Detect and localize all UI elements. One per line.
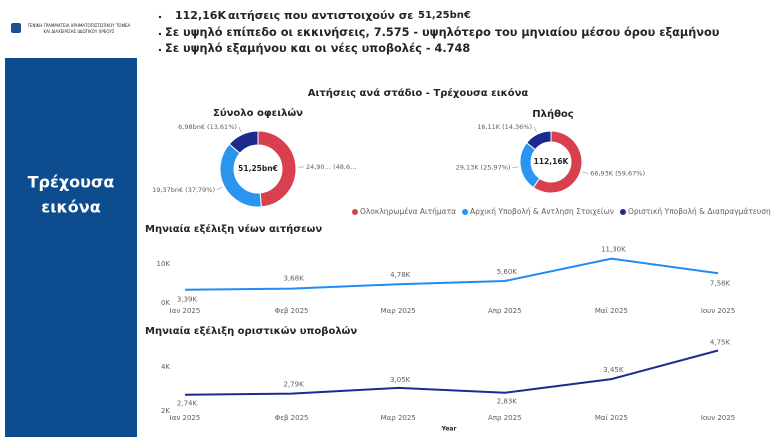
data-label: 16,11K (14,36%) xyxy=(477,123,532,131)
section-title: Αιτήσεις ανά στάδιο - Τρέχουσα εικόνα xyxy=(308,87,529,99)
x-tick-label: Απρ 2025 xyxy=(488,307,522,315)
data-label: 3,05K xyxy=(390,376,411,384)
line xyxy=(184,349,719,396)
x-tick-label: Ιουν 2025 xyxy=(701,307,735,315)
data-label: 7,58K xyxy=(710,279,731,287)
y-tick-label: 2K xyxy=(161,407,170,415)
x-tick-label: Απρ 2025 xyxy=(488,414,522,422)
bullet-text: αιτήσεις που αντιστοιχούν σε xyxy=(228,9,413,22)
data-label: 24,90… (48,6… xyxy=(306,163,357,171)
center-label: 112,16K xyxy=(534,157,570,166)
donut-slice xyxy=(525,130,552,151)
legend-marker xyxy=(462,209,469,215)
y-tick-label: 10K xyxy=(157,260,171,268)
leader-line xyxy=(512,166,519,169)
x-tick-label: Φεβ 2025 xyxy=(275,414,309,422)
line xyxy=(184,257,719,291)
chart-title: Πλήθος xyxy=(532,108,574,120)
bullet xyxy=(158,32,162,36)
data-label: 3,68K xyxy=(284,275,305,283)
chart-title: Σύνολο οφειλών xyxy=(213,107,303,119)
x-tick-label: Φεβ 2025 xyxy=(275,307,309,315)
sidebar xyxy=(5,0,137,437)
x-tick-label: Ιαν 2025 xyxy=(170,414,201,422)
legend-label: Οριστική Υποβολή & Διαπραγμάτευση xyxy=(628,207,771,216)
leader-line xyxy=(533,126,537,133)
legend-marker xyxy=(619,209,626,215)
y-tick-label: 0K xyxy=(161,299,170,307)
leader-line xyxy=(216,186,223,191)
data-label: 29,13K (25,97%) xyxy=(456,164,511,172)
bullet-text: Σε υψηλό εξαμήνου και οι νέες υποβολές -… xyxy=(165,42,470,55)
x-axis-title: Year xyxy=(441,426,457,433)
data-label: 19,37bn€ (37,79%) xyxy=(152,186,215,194)
donut-slice xyxy=(532,130,583,194)
chart-title: Μηνιαία εξέλιξη οριστικών υποβολών xyxy=(145,325,357,337)
leader-line xyxy=(582,171,589,174)
x-tick-label: Μαρ 2025 xyxy=(381,307,416,315)
y-tick-label: 4K xyxy=(161,363,170,371)
legend-label: Αρχική Υποβολή & Αντληση Στοιχείων xyxy=(470,207,614,216)
donut-slice xyxy=(228,130,259,154)
logo-area xyxy=(5,0,137,58)
data-label: 11,30K xyxy=(601,246,626,254)
center-label: 51,25bn€ xyxy=(238,164,278,173)
bullet xyxy=(158,48,162,52)
chart-title: Μηνιαία εξέλιξη νέων αιτήσεων xyxy=(145,223,322,235)
logo-text: ΚΑΙ ΔΙΑΧΕΙΡΙΣΗΣ ΙΔΙΩΤΙΚΟΥ ΧΡΕΟΥΣ xyxy=(44,29,115,34)
data-label: 6,98bn€ (13,61%) xyxy=(178,123,237,131)
leader-line xyxy=(238,127,242,133)
logo-text: ΓΕΝΙΚΗ ΓΡΑΜΜΑΤΕΙΑ ΧΡΗΜΑΤΟΠΙΣΤΩΤΙΚΟΥ ΤΟΜΕ… xyxy=(28,23,131,28)
data-label: 2,74K xyxy=(177,400,198,408)
bullet-text: Σε υψηλό επίπεδο οι εκκινήσεις, 7.575 - … xyxy=(165,26,720,39)
bullet-text: 51,25bn€ xyxy=(418,10,471,21)
legend-label: Ολοκληρωμένα Αιτήματα xyxy=(360,207,456,216)
x-tick-label: Ιαν 2025 xyxy=(170,307,201,315)
bullet-text: 112,16K xyxy=(175,9,226,22)
donut-slice xyxy=(257,130,297,208)
data-label: 2,83K xyxy=(497,398,518,406)
data-label: 3,39K xyxy=(177,296,198,304)
logo-icon xyxy=(11,23,21,33)
data-label: 4,75K xyxy=(710,339,731,347)
data-label: 2,79K xyxy=(284,381,305,389)
data-label: 4,78K xyxy=(390,271,411,279)
data-label: 3,45K xyxy=(603,366,624,374)
x-tick-label: Μαρ 2025 xyxy=(381,414,416,422)
data-label: 5,60K xyxy=(497,268,518,276)
legend-marker xyxy=(352,209,358,215)
bullet xyxy=(158,15,162,19)
x-tick-label: Μαϊ 2025 xyxy=(595,414,628,422)
sidebar-title: εικόνα xyxy=(41,198,100,217)
sidebar-title: Τρέχουσα xyxy=(28,173,115,192)
x-tick-label: Ιουν 2025 xyxy=(701,414,735,422)
data-label: 66,93K (59,67%) xyxy=(590,170,645,178)
x-tick-label: Μαϊ 2025 xyxy=(595,307,628,315)
donut-slice xyxy=(219,143,262,208)
